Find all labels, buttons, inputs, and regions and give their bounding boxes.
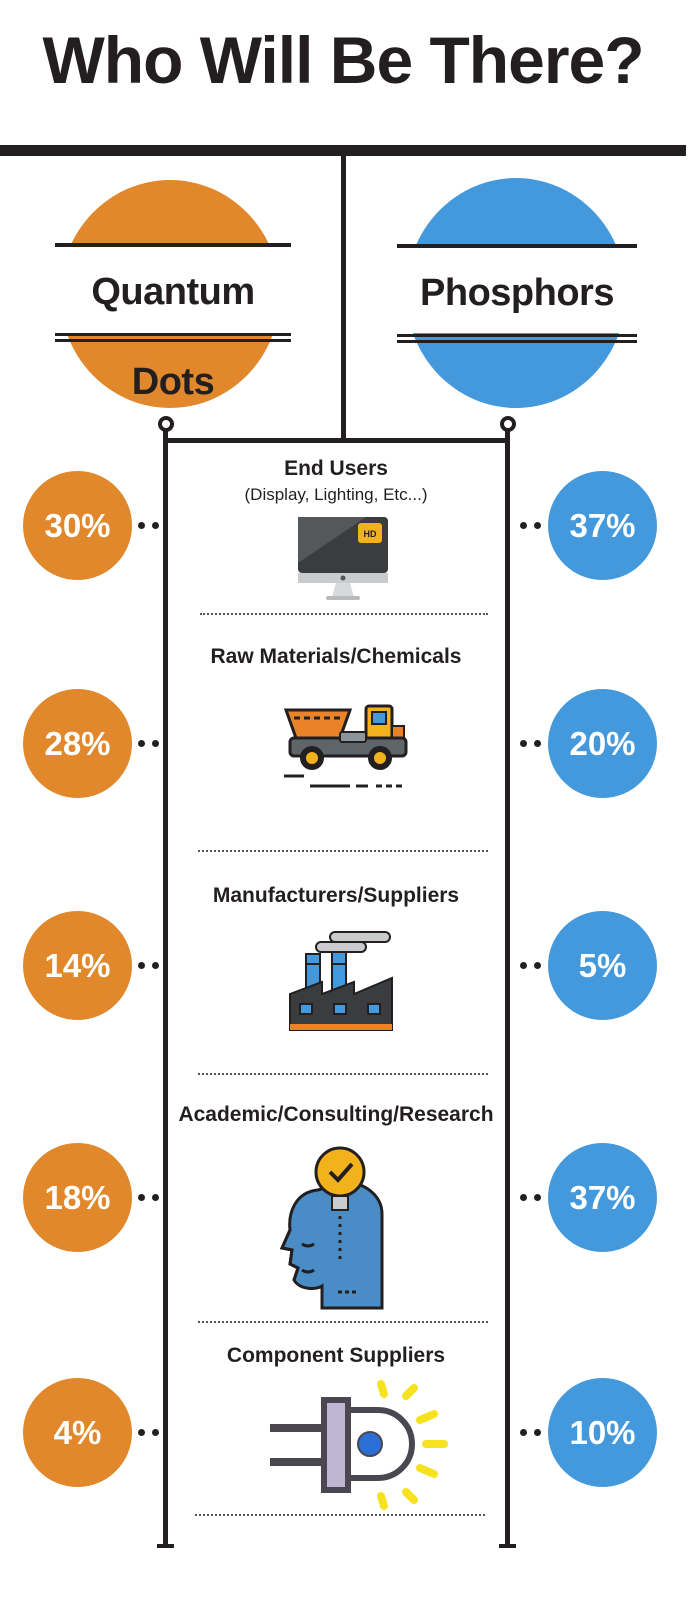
row-separator [198, 850, 488, 852]
quantum-dots-component-suppliers-pct: 4% [23, 1378, 132, 1487]
category-end-users-subtitle: (Display, Lighting, Etc...) [244, 485, 428, 504]
connector-dot [152, 1429, 159, 1436]
left-ring-node [158, 416, 174, 432]
connector-dot [534, 1429, 541, 1436]
category-academic: Academic/Consulting/Research [178, 1103, 494, 1126]
frame-left [163, 428, 168, 1548]
connector-dot [152, 1194, 159, 1201]
connector-dot [534, 740, 541, 747]
category-raw-materials: Raw Materials/Chemicals [210, 645, 462, 668]
connector-dot [520, 1429, 527, 1436]
connector-dot [520, 1194, 527, 1201]
phosphors-end-users-pct: 37% [548, 471, 657, 580]
quantum-dots-top-rule [55, 243, 291, 247]
phosphors-label: Phosphors [397, 248, 637, 333]
connector-dot [520, 522, 527, 529]
quantum-dots-end-users-pct: 30% [23, 471, 132, 580]
category-manufacturers: Manufacturers/Suppliers [212, 884, 460, 907]
svg-text:HD: HD [364, 529, 377, 539]
row-separator [198, 1321, 488, 1323]
connector-dot [138, 522, 145, 529]
phosphors-top-rule [397, 244, 637, 248]
row-separator [198, 1073, 488, 1075]
quantum-dots-academic-pct: 18% [23, 1143, 132, 1252]
connector-dot [152, 522, 159, 529]
phosphors-bottom-rule-1 [397, 334, 637, 337]
led-diode-icon [270, 1380, 448, 1510]
quantum-dots-bottom-rule-1 [55, 333, 291, 336]
category-end-users: End Users [284, 457, 388, 480]
factory-icon [289, 931, 393, 1031]
frame-right [505, 428, 510, 1548]
frame-right-foot [499, 1544, 516, 1548]
row-separator [195, 1514, 485, 1516]
page-title: Who Will Be There? [42, 23, 644, 97]
right-ring-node [500, 416, 516, 432]
connector-dot [138, 1194, 145, 1201]
connector-dot [152, 962, 159, 969]
connector-dot [534, 522, 541, 529]
center-divider [341, 150, 346, 442]
dump-truck-icon [283, 704, 408, 788]
quantum-dots-manufacturers-pct: 14% [23, 911, 132, 1020]
connector-dot [152, 740, 159, 747]
frame-top [164, 438, 510, 443]
quantum-dots-raw-materials-pct: 28% [23, 689, 132, 798]
connector-dot [534, 962, 541, 969]
phosphors-academic-pct: 37% [548, 1143, 657, 1252]
quantum-dots-bottom-rule-2 [55, 339, 291, 342]
connector-dot [138, 962, 145, 969]
frame-left-foot [157, 1544, 174, 1548]
quantum-dots-label: Quantum Dots [55, 247, 291, 403]
connector-dot [138, 740, 145, 747]
phosphors-manufacturers-pct: 5% [548, 911, 657, 1020]
row-separator [200, 613, 488, 615]
connector-dot [520, 740, 527, 747]
phosphors-component-suppliers-pct: 10% [548, 1378, 657, 1487]
head-lightbulb-icon [279, 1146, 384, 1310]
connector-dot [520, 962, 527, 969]
connector-dot [534, 1194, 541, 1201]
monitor-hd-icon: HD [298, 517, 388, 600]
phosphors-bottom-rule-2 [397, 340, 637, 343]
category-component-suppliers: Component Suppliers [226, 1344, 446, 1367]
phosphors-raw-materials-pct: 20% [548, 689, 657, 798]
connector-dot [138, 1429, 145, 1436]
